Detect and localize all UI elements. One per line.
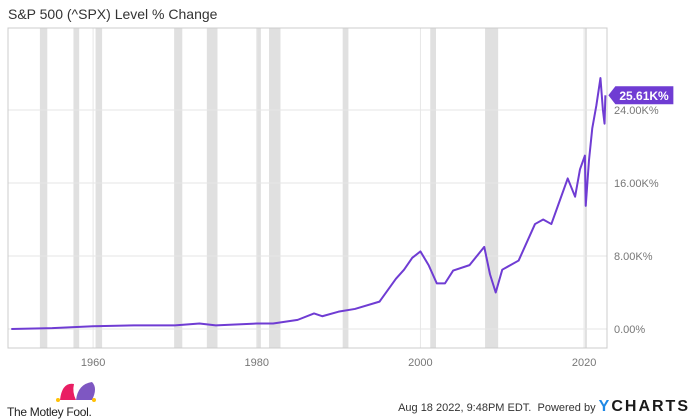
ycharts-y: Y [598,398,612,415]
recession-band [39,28,48,348]
y-tick-label: 24.00K% [614,105,659,117]
x-tick-label: 2000 [408,357,432,369]
y-tick-label: 0.00% [614,324,645,336]
plot-border [7,27,608,349]
powered-by: Powered by [537,402,596,414]
recession-band [206,28,218,348]
x-tick-label: 1980 [245,357,269,369]
recession-band [95,28,103,348]
recession-band [256,28,261,348]
chart-title: S&P 500 (^SPX) Level % Change [8,6,218,22]
ycharts-logo[interactable]: YCHARTS [599,398,690,415]
footer-info: Aug 18 2022, 9:48PM EDT. Powered by YCHA… [398,398,690,416]
ycharts-text: CHARTS [611,398,690,415]
x-tick-label: 2020 [572,357,596,369]
recession-band [485,28,499,348]
series-line [11,77,607,330]
timestamp: Aug 18 2022, 9:48PM EDT. [398,402,532,414]
brand-name: The Motley Fool. [7,405,92,419]
recession-band [73,28,80,348]
recession-band [430,28,436,348]
y-tick-label: 16.00K% [614,178,659,190]
last-value-label: 25.61K% [619,89,669,103]
recession-band [342,28,349,348]
jester-hat-icon [56,382,96,402]
recession-band [174,28,183,348]
motley-fool-logo: The Motley Fool. [7,380,96,419]
last-value-badge [608,86,674,105]
recession-band [269,28,281,348]
x-tick-label: 1960 [81,357,105,369]
y-tick-label: 8.00K% [614,251,653,263]
